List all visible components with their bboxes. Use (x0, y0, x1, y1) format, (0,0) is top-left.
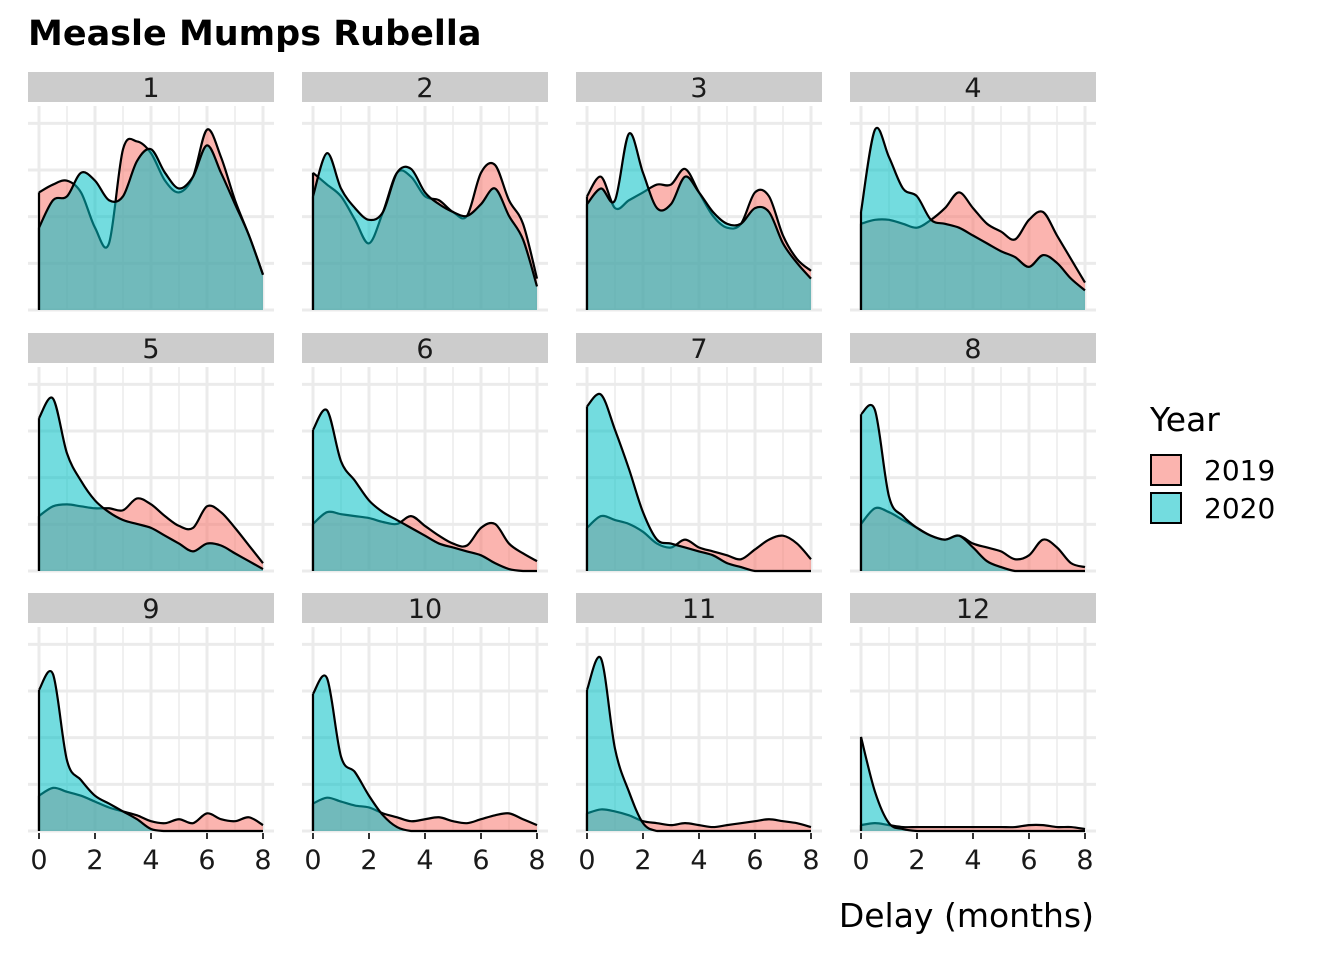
strip-label: 4 (964, 73, 981, 104)
x-tick-label: 6 (198, 845, 215, 876)
strip-bg (576, 72, 822, 102)
x-tick-label: 6 (746, 845, 763, 876)
x-tick-label: 4 (964, 845, 981, 876)
strip-bg (576, 333, 822, 363)
density-line-2020 (585, 655, 812, 833)
facet-panel-2: 2 (302, 72, 548, 312)
density-area-2020 (39, 397, 263, 571)
x-tick-label: 6 (472, 845, 489, 876)
strip-label: 5 (142, 334, 159, 365)
density-line-2020 (38, 670, 264, 833)
legend: Year 2019 2020 (1150, 400, 1275, 527)
density-line-2020 (312, 674, 538, 833)
strip-label: 11 (682, 594, 716, 625)
facet-panel-12: 12 0 2 4 6 8 (850, 593, 1096, 876)
x-tick-label: 0 (578, 845, 595, 876)
x-tick-label: 4 (690, 845, 707, 876)
x-tick-label: 4 (416, 845, 433, 876)
strip-bg (850, 593, 1096, 623)
density-area-2020 (587, 393, 811, 571)
x-tick-label: 0 (304, 845, 321, 876)
legend-title: Year (1150, 400, 1220, 439)
legend-label-2020: 2020 (1204, 491, 1276, 525)
density-line-2020 (311, 152, 539, 287)
density-line-2020 (860, 403, 1085, 573)
density-area-2020 (861, 127, 1085, 310)
strip-label: 2 (416, 73, 433, 104)
x-axis-title: Delay (months) (838, 896, 1094, 935)
density-area-2020 (861, 404, 1085, 571)
x-tick-label: 8 (1076, 845, 1093, 876)
facet-panel-10: 10 0 2 4 6 8 (302, 593, 548, 876)
strip-bg (302, 593, 548, 623)
x-tick-label: 2 (634, 845, 651, 876)
facet-panel-5: 5 (28, 333, 274, 573)
strip-bg (302, 333, 548, 363)
density-line-2020 (38, 396, 264, 570)
density-area-2020 (861, 736, 1085, 831)
legend-item-2020: 2020 (1150, 489, 1275, 527)
strip-bg (28, 333, 274, 363)
strip-bg (850, 72, 1096, 102)
density-line-2020 (586, 132, 812, 280)
facet-panel-8: 8 (850, 333, 1096, 573)
density-area-2020 (39, 671, 263, 831)
density-area-2020 (313, 153, 537, 310)
x-tick-label: 6 (1020, 845, 1037, 876)
strip-label: 7 (690, 334, 707, 365)
strip-label: 10 (408, 594, 442, 625)
strip-label: 9 (142, 594, 159, 625)
strip-bg (28, 72, 274, 102)
density-line-2020 (859, 736, 1086, 833)
density-area-2020 (587, 133, 811, 310)
legend-item-2019: 2019 (1150, 451, 1275, 489)
strip-bg (850, 333, 1096, 363)
facet-panel-6: 6 (302, 333, 548, 573)
strip-label: 1 (142, 73, 159, 104)
facet-panel-11: 11 0 2 4 6 8 (576, 593, 822, 876)
facet-panel-7: 7 (576, 333, 822, 573)
x-tick-label: 0 (30, 845, 47, 876)
strip-label: 6 (416, 334, 433, 365)
x-tick-label: 8 (254, 845, 271, 876)
facet-panel-4: 4 (850, 72, 1096, 312)
strip-bg (302, 72, 548, 102)
facet-panel-1: 1 (28, 72, 274, 312)
density-line-2020 (38, 144, 265, 276)
density-line-2020 (312, 408, 537, 573)
strip-label: 8 (964, 334, 981, 365)
facet-panel-9: 9 0 2 4 6 8 (28, 593, 274, 876)
facet-panel-3: 3 (576, 72, 822, 312)
density-line-2019 (860, 822, 1086, 831)
density-line-2020 (859, 126, 1086, 292)
density-line-2020 (586, 392, 811, 573)
legend-key-2019 (1150, 454, 1182, 486)
legend-key-2020 (1150, 492, 1182, 524)
x-tick-label: 8 (802, 845, 819, 876)
strip-label: 3 (690, 73, 707, 104)
legend-label-2019: 2019 (1204, 453, 1276, 487)
strip-bg (28, 593, 274, 623)
x-tick-label: 0 (852, 845, 869, 876)
density-area-2020 (39, 145, 263, 310)
x-tick-label: 8 (528, 845, 545, 876)
x-tick-label: 2 (908, 845, 925, 876)
chart-title: Measle Mumps Rubella (28, 14, 482, 54)
density-area-2020 (587, 656, 811, 831)
density-area-2020 (313, 409, 537, 571)
strip-bg (576, 593, 822, 623)
x-tick-label: 2 (86, 845, 103, 876)
x-tick-label: 2 (360, 845, 377, 876)
density-area-2020 (313, 675, 537, 831)
x-tick-label: 4 (142, 845, 159, 876)
strip-label: 12 (956, 594, 990, 625)
